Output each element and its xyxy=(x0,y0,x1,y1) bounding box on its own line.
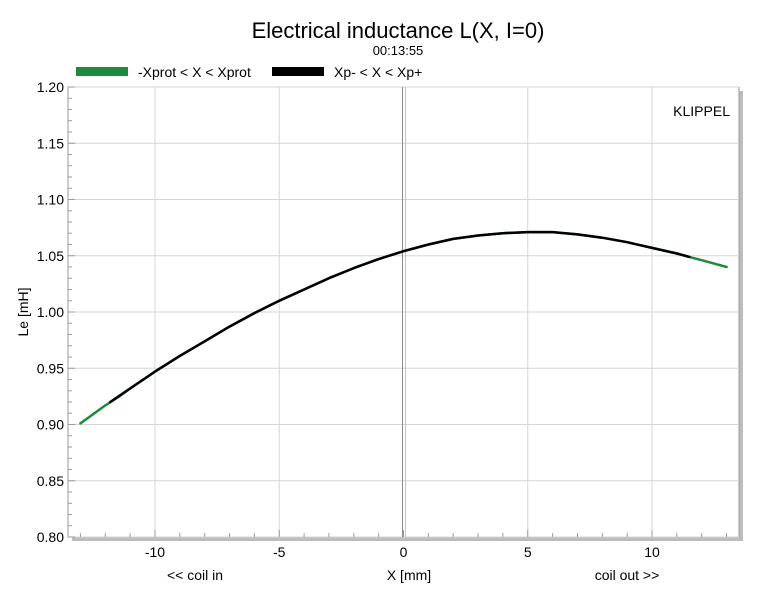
y-tick-label: 0.95 xyxy=(37,360,64,376)
legend-swatch-black xyxy=(272,67,324,76)
minor-ticks xyxy=(68,86,728,538)
series-layer xyxy=(79,230,728,425)
grid xyxy=(68,86,739,538)
x-tick-label: -5 xyxy=(273,544,286,560)
series-line-xp xyxy=(108,230,691,404)
chart-subtitle: 00:13:55 xyxy=(373,43,424,58)
y-tick-label: 1.00 xyxy=(37,304,64,320)
y-tick-label: 0.85 xyxy=(37,473,64,489)
legend-label-black: Xp- < X < Xp+ xyxy=(334,64,422,80)
x-tick-label: -10 xyxy=(145,544,165,560)
y-tick-labels: 0.80 0.85 0.90 0.95 1.00 1.05 1.10 1.15 1.20 xyxy=(37,79,64,545)
y-tick-label: 0.90 xyxy=(37,417,64,433)
zero-line xyxy=(402,87,406,537)
x-axis-label-right: coil out >> xyxy=(595,567,660,583)
y-tick-label: 1.10 xyxy=(37,192,64,208)
y-tick-label: 1.15 xyxy=(37,135,64,151)
legend: -Xprot < X < Xprot Xp- < X < Xp+ xyxy=(76,64,422,80)
y-tick-label: 1.20 xyxy=(37,79,64,95)
y-tick-label: 0.80 xyxy=(37,529,64,545)
legend-label-green: -Xprot < X < Xprot xyxy=(138,64,251,80)
legend-swatch-green xyxy=(76,67,128,76)
y-tick-label: 1.05 xyxy=(37,248,64,264)
x-tick-label: 10 xyxy=(644,544,660,560)
x-axis-label: X [mm] xyxy=(387,567,431,583)
x-tick-label: 5 xyxy=(524,544,532,560)
chart-title: Electrical inductance L(X, I=0) xyxy=(252,18,545,43)
x-tick-label: 0 xyxy=(400,544,408,560)
klippel-watermark: KLIPPEL xyxy=(673,103,730,119)
y-axis-label: Le [mH] xyxy=(15,287,31,336)
x-tick-labels: -10 -5 0 5 10 xyxy=(145,544,660,560)
x-axis-label-left: << coil in xyxy=(167,567,223,583)
